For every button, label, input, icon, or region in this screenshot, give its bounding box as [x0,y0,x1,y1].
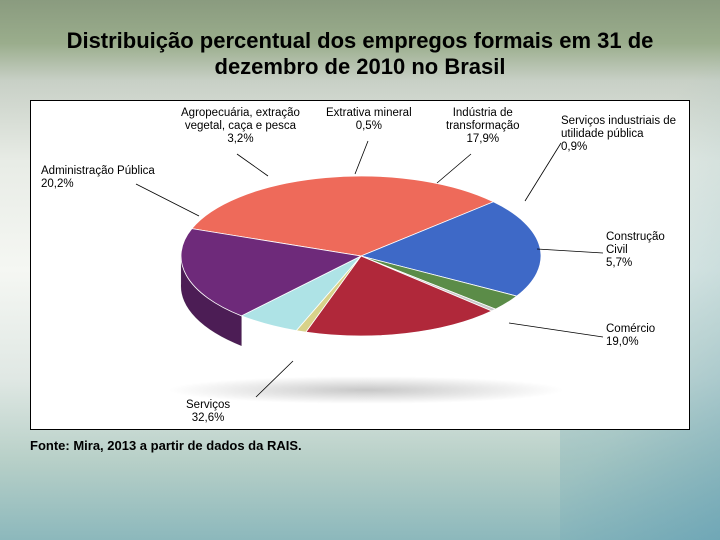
slice-label: Serviços industriais de utilidade públic… [561,115,676,155]
chart-title: Distribuição percentual dos empregos for… [30,28,690,81]
slide: Distribuição percentual dos empregos for… [0,0,720,540]
slice-label: Extrativa mineral 0,5% [326,107,412,133]
slice-label: Agropecuária, extração vegetal, caça e p… [181,107,300,147]
slice-label: Construção Civil 5,7% [606,231,665,271]
source-text: Fonte: Mira, 2013 a partir de dados da R… [30,438,302,453]
slice-label: Serviços 32,6% [186,399,230,425]
slice-label: Comércio 19,0% [606,323,655,349]
title-line1: Distribuição percentual dos empregos for… [67,28,654,53]
slice-label: Indústria de transformação 17,9% [446,107,520,147]
title-line2: dezembro de 2010 no Brasil [215,54,506,79]
slice-label: Administração Pública 20,2% [41,165,155,191]
chart-panel: Serviços 32,6% Administração Pública 20,2… [30,100,690,430]
labels-layer: Serviços 32,6% Administração Pública 20,2… [31,101,691,431]
